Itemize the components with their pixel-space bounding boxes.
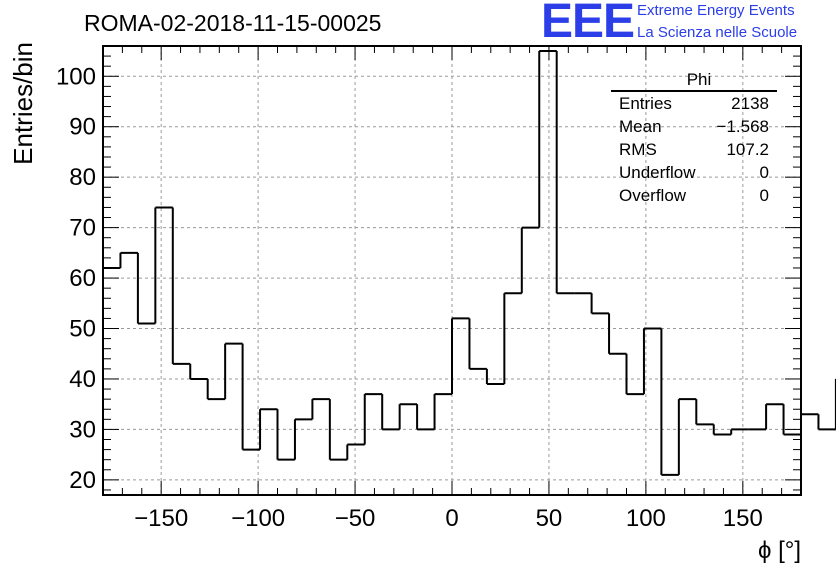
y-tick-label: 20 [69,467,96,494]
stats-label: Mean [619,117,662,136]
stats-value: 2138 [731,94,769,113]
y-tick-label: 100 [56,63,96,90]
x-tick-label: 150 [723,505,763,532]
stats-label: Underflow [619,163,696,182]
y-tick-label: 80 [69,164,96,191]
stats-value: −1.568 [716,117,769,136]
stats-row-underflow: Underflow 0 [611,161,777,184]
y-tick-label: 90 [69,114,96,141]
stats-title: Phi [611,70,777,92]
x-tick-label: −100 [231,505,285,532]
y-tick-label: 30 [69,416,96,443]
stats-box: Phi Entries 2138 Mean −1.568 RMS 107.2 U… [611,70,777,207]
stats-row-rms: RMS 107.2 [611,138,777,161]
stats-value: 107.2 [726,140,769,159]
logo-subtitle-2: La Scienza nelle Scuole [637,24,798,41]
stats-label: RMS [619,140,657,159]
stats-label: Entries [619,94,672,113]
stats-row-mean: Mean −1.568 [611,115,777,138]
stats-row-entries: Entries 2138 [611,92,777,115]
x-tick-label: −150 [134,505,188,532]
x-axis-label: ϕ [°] [758,537,801,564]
x-tick-label: −50 [335,505,376,532]
stats-value: 0 [759,163,769,182]
x-tick-label: 100 [626,505,666,532]
y-tick-label: 60 [69,265,96,292]
stats-label: Overflow [619,186,687,205]
y-axis-label: Entries/bin [8,42,38,165]
eee-logo: EEE [541,0,635,48]
y-tick-label: 50 [69,316,96,343]
chart-title: ROMA-02-2018-11-15-00025 [84,10,382,36]
x-tick-label: 0 [445,505,458,532]
y-tick-label: 70 [69,215,96,242]
y-tick-label: 40 [69,366,96,393]
logo-subtitle-1: Extreme Energy Events [637,2,795,19]
stats-row-overflow: Overflow 0 [611,184,777,207]
x-tick-label: 50 [536,505,563,532]
stats-value: 0 [759,186,769,205]
